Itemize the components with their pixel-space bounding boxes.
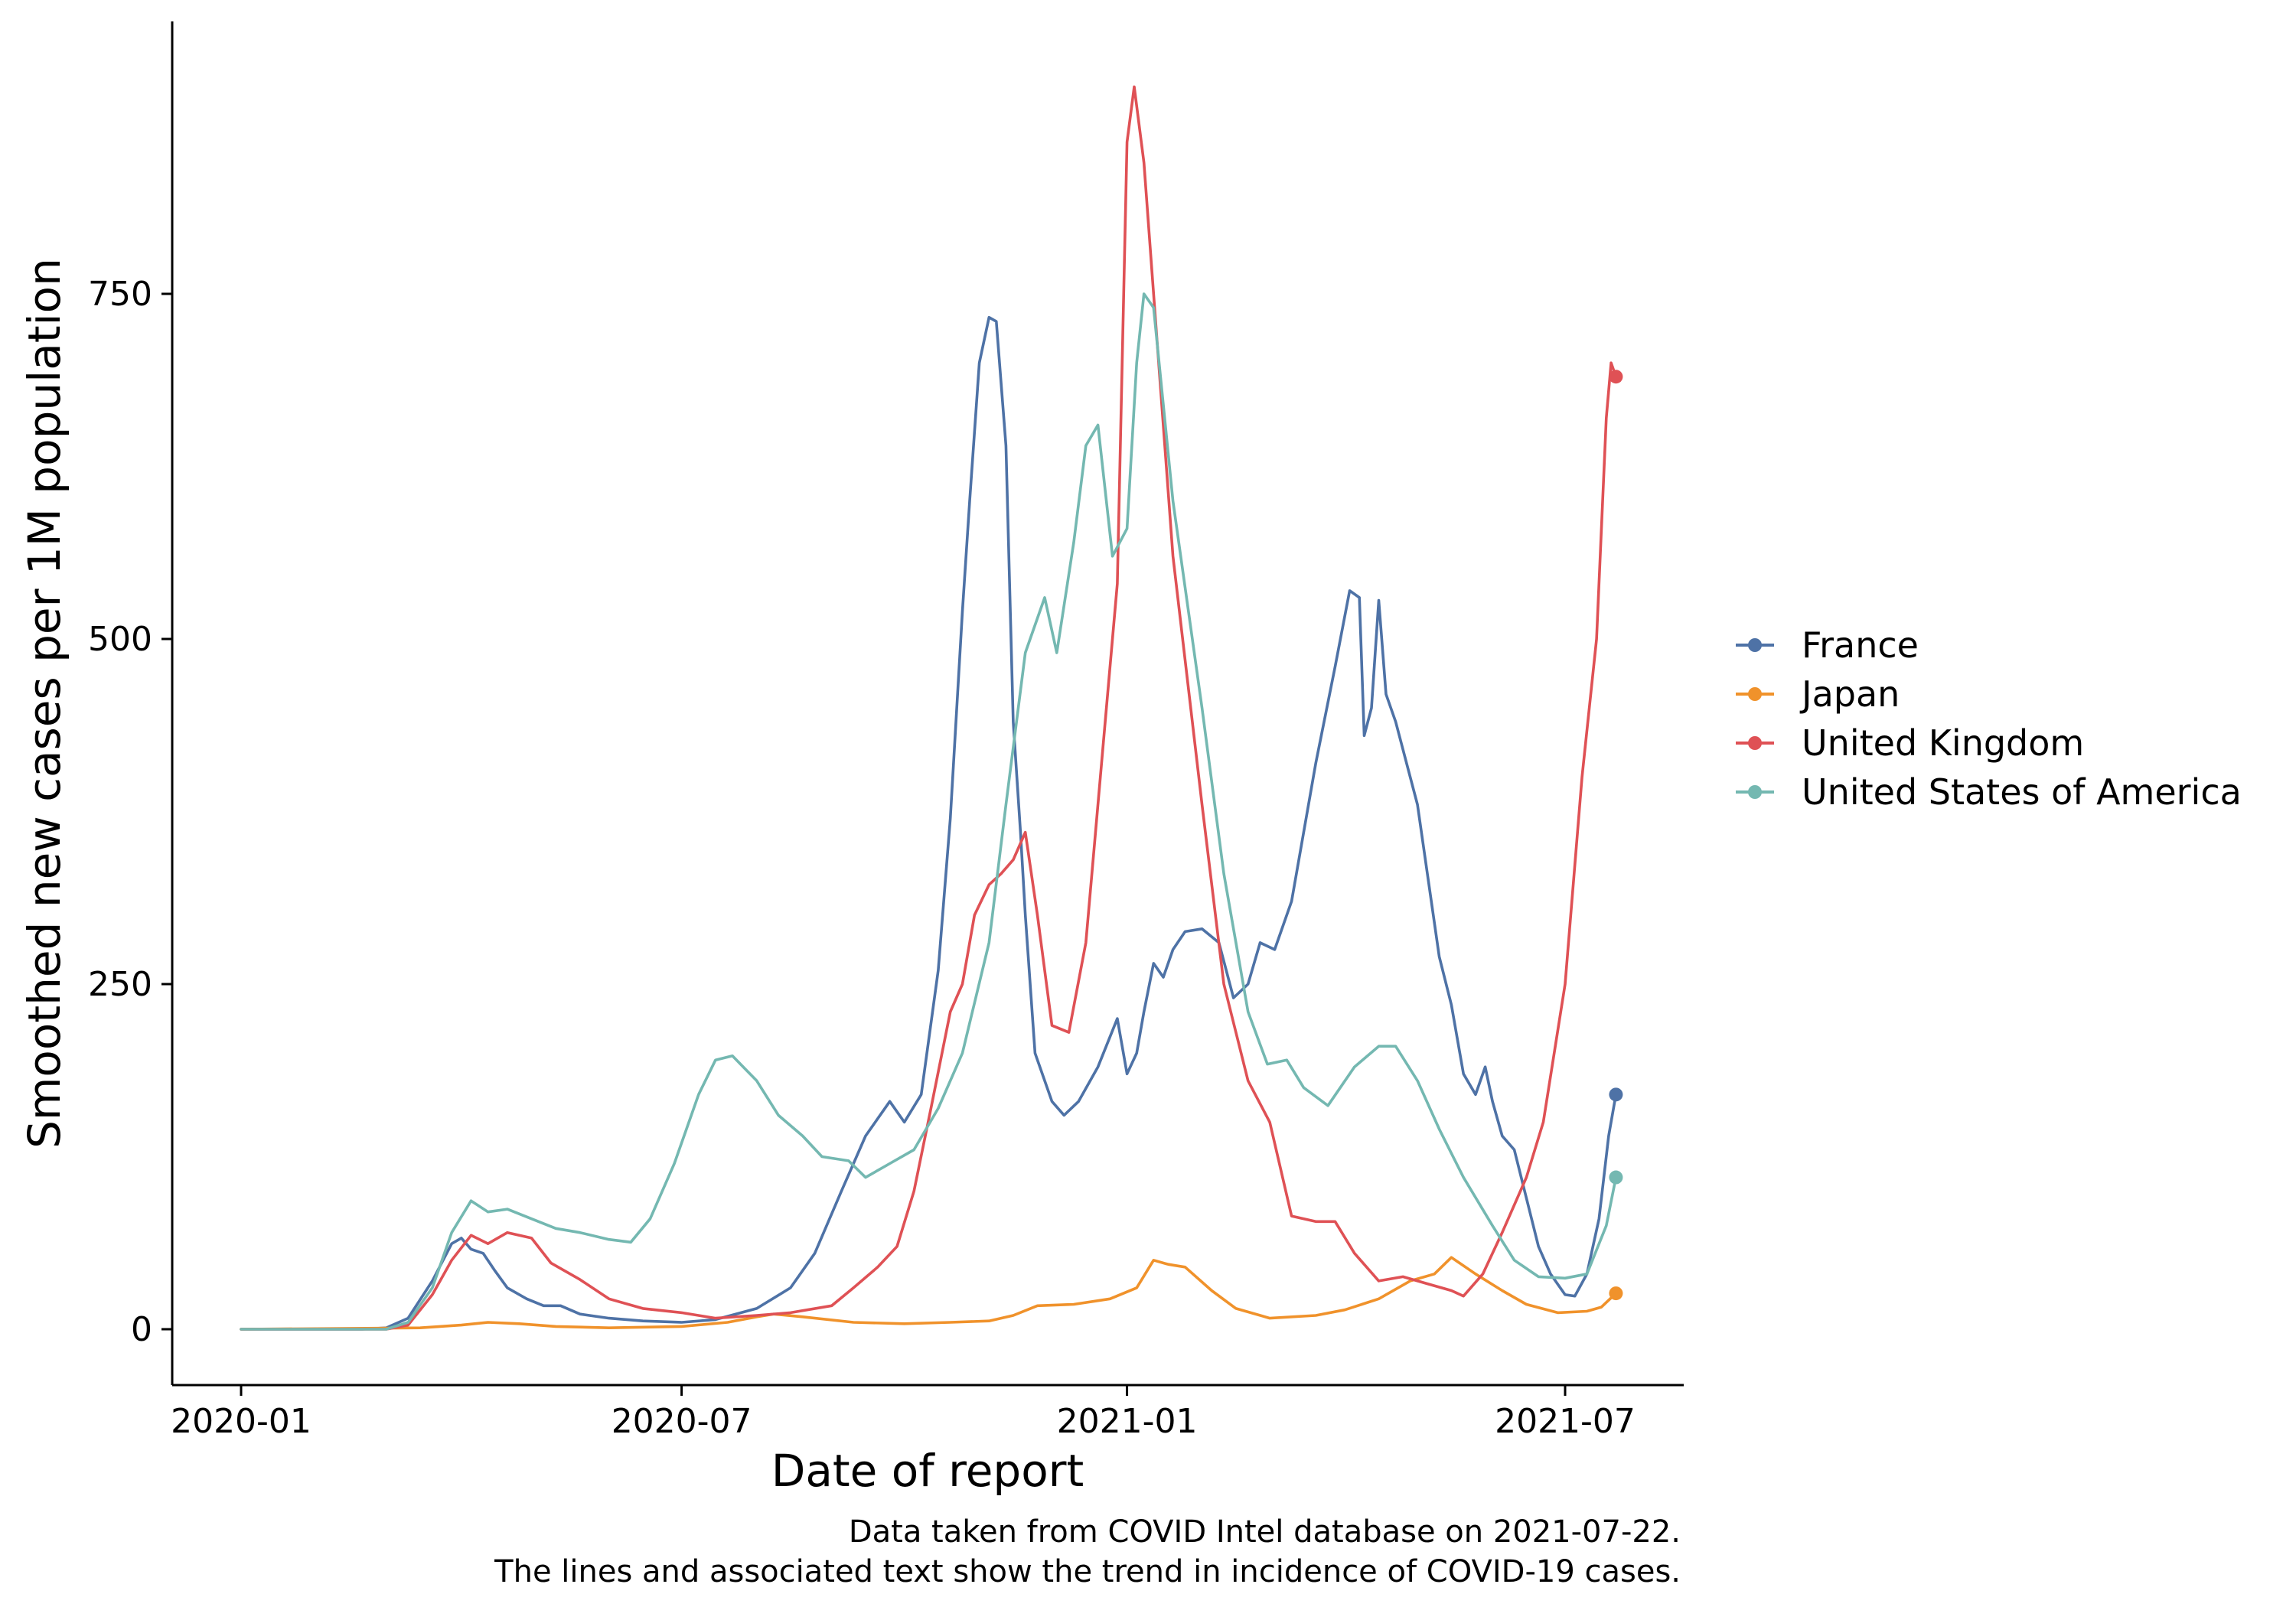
y-tick-label: 750 <box>88 275 152 314</box>
x-tick-label: 2021-01 <box>1057 1402 1198 1441</box>
end-point-united-states-of-america <box>1609 1170 1623 1185</box>
legend-label-france: France <box>1802 624 1919 666</box>
caption-line-1: Data taken from COVID Intel database on … <box>849 1514 1681 1550</box>
y-tick-label: 500 <box>88 620 152 659</box>
x-tick-label: 2020-01 <box>171 1402 311 1441</box>
legend-label-united-kingdom: United Kingdom <box>1802 722 2084 764</box>
end-point-united-kingdom <box>1609 370 1623 384</box>
series-end-points <box>1609 370 1623 1301</box>
y-tick-label: 250 <box>88 965 152 1004</box>
series-line-united-kingdom <box>240 85 1618 1331</box>
x-tick-label: 2021-07 <box>1495 1402 1636 1441</box>
series-lines <box>240 85 1618 1331</box>
legend: France Japan United Kingdom United States o… <box>1736 624 2242 813</box>
x-ticks: 2020-01 2020-07 2021-01 2021-07 <box>171 1385 1636 1441</box>
caption-line-2: The lines and associated text show the t… <box>494 1554 1681 1589</box>
legend-key-dot-united-kingdom <box>1748 736 1762 750</box>
legend-key-dot-united-states-of-america <box>1748 785 1762 799</box>
y-ticks: 0 250 500 750 <box>88 275 172 1349</box>
y-tick-label: 0 <box>131 1310 152 1349</box>
x-tick-label: 2020-07 <box>612 1402 752 1441</box>
series-line-france <box>240 315 1618 1331</box>
axes <box>171 21 1684 1387</box>
legend-label-united-states-of-america: United States of America <box>1802 771 2242 813</box>
end-point-japan <box>1609 1286 1623 1301</box>
series-line-japan <box>240 1256 1618 1331</box>
legend-label-japan: Japan <box>1799 673 1900 715</box>
legend-key-dot-france <box>1748 638 1762 652</box>
legend-key-dot-japan <box>1748 687 1762 701</box>
x-axis-title: Date of report <box>771 1445 1084 1497</box>
series-line-united-states-of-america <box>240 292 1618 1331</box>
end-point-france <box>1609 1087 1623 1102</box>
y-axis-title: Smoothed new cases per 1M population <box>18 258 70 1149</box>
